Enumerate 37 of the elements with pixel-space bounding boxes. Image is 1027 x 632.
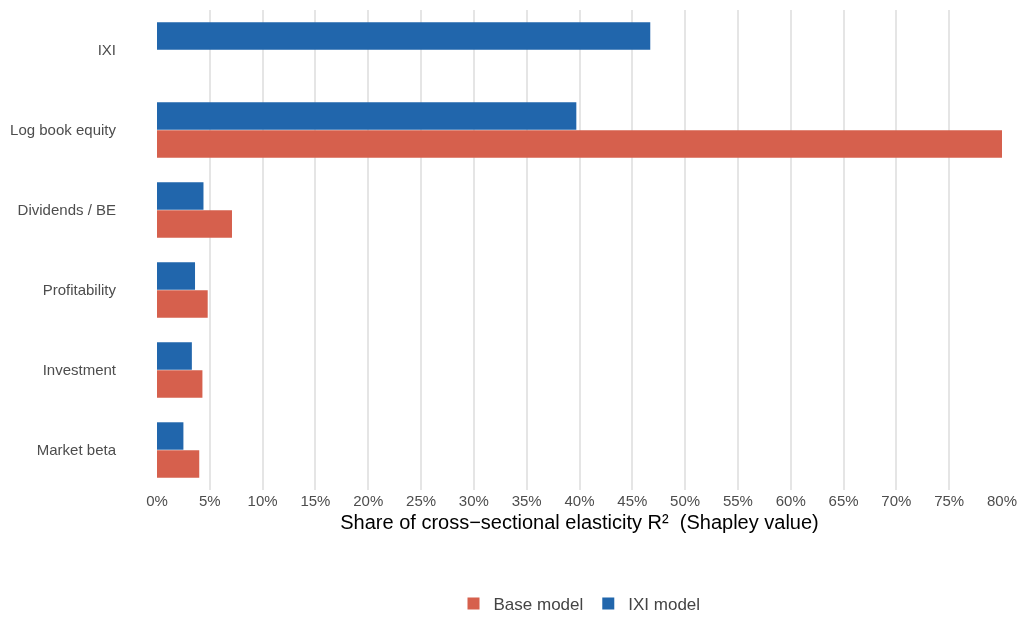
- bar: [157, 102, 577, 130]
- x-tick-label: 75%: [934, 492, 965, 509]
- y-tick-label: Log book equity: [10, 121, 117, 139]
- bar: [157, 342, 192, 370]
- y-tick-label: IXI: [97, 41, 116, 59]
- y-tick-label: Profitability: [42, 281, 117, 299]
- y-tick-label: Dividends / BE: [17, 201, 116, 219]
- x-tick-label: 55%: [722, 492, 753, 509]
- y-tick-label: Investment: [42, 361, 117, 379]
- bar: [157, 290, 208, 318]
- bar: [157, 22, 651, 50]
- x-tick-label: 10%: [247, 492, 278, 509]
- bar: [157, 450, 200, 478]
- x-tick-label: 25%: [406, 492, 437, 509]
- x-axis-title: Share of cross−sectional elasticity R² (Shapley value): [340, 510, 819, 533]
- x-tick-label: 45%: [617, 492, 648, 509]
- bar: [157, 370, 203, 398]
- x-tick-label: 0%: [146, 492, 168, 509]
- bar: [157, 130, 1002, 158]
- x-tick-label: 80%: [986, 492, 1018, 509]
- y-tick-label: Market beta: [36, 441, 117, 459]
- x-tick-label: 70%: [881, 492, 912, 509]
- bar: [157, 422, 184, 450]
- x-tick-label: 5%: [198, 492, 221, 509]
- x-tick-label: 65%: [828, 492, 859, 509]
- bar: [157, 182, 204, 210]
- bar: [157, 262, 196, 290]
- x-tick-label: 35%: [511, 492, 542, 509]
- x-tick-label: 15%: [300, 492, 331, 509]
- x-tick-label: 30%: [458, 492, 489, 509]
- x-tick-label: 60%: [775, 492, 806, 509]
- legend-label: Base model: [493, 595, 584, 615]
- x-tick-label: 50%: [670, 492, 701, 509]
- x-tick-label: 40%: [564, 492, 595, 509]
- legend-label: IXI model: [628, 595, 701, 615]
- bar: [157, 210, 232, 238]
- x-tick-label: 20%: [353, 492, 384, 509]
